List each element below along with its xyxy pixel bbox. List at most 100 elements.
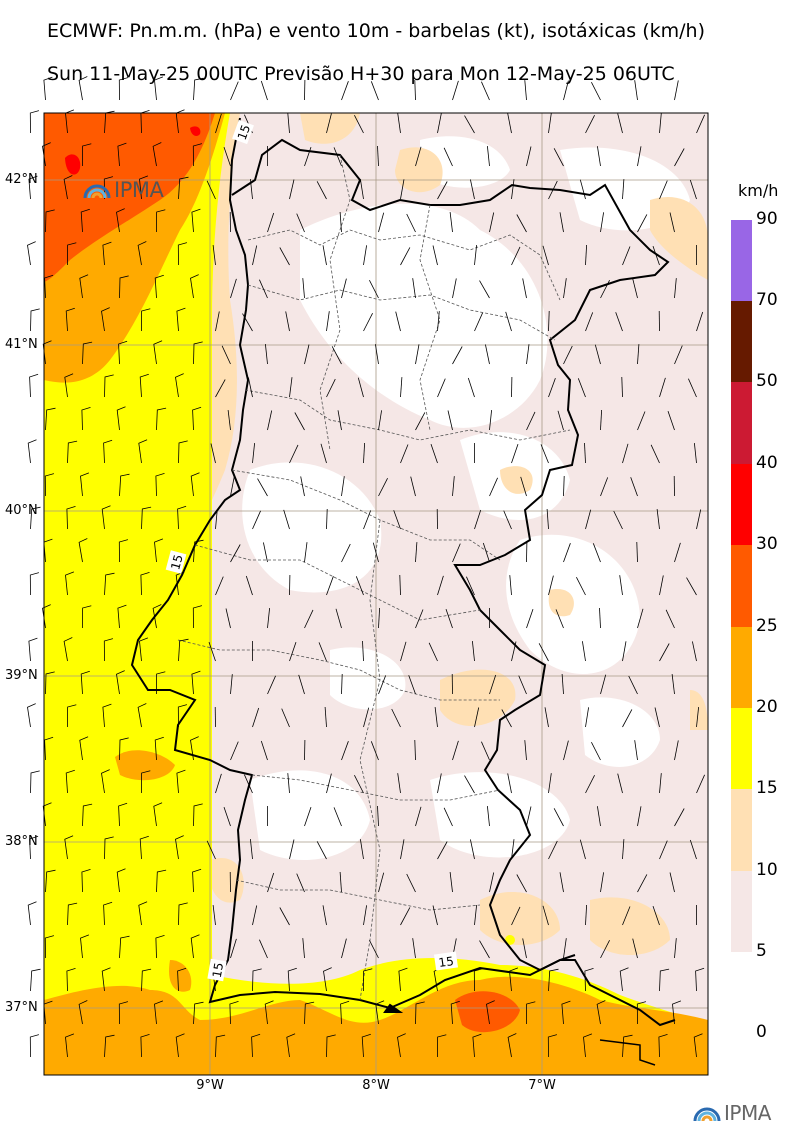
wind-barb [65,571,75,596]
wind-barb [482,542,490,563]
wind-barb [689,179,697,200]
lon-label: 8°W [362,1078,390,1093]
wind-barb [585,775,595,794]
wind-barb [230,741,239,761]
wind-barb [415,542,418,563]
wind-barb [399,574,401,596]
wind-barb [375,1000,385,1025]
wind-barb [408,675,416,695]
wind-barb [279,247,290,266]
wind-barb [103,901,113,926]
wind-barb [511,839,515,860]
wind-barb [548,310,550,332]
wind-barb [658,1034,668,1058]
wind-barb [210,443,216,464]
wind-barb [79,274,89,299]
wind-barb [139,373,149,398]
wind-barb [341,673,343,695]
wind-barb [140,572,150,596]
lat-label: 39°N [5,668,38,683]
lat-label: 42°N [5,172,38,187]
wind-barb [304,344,310,365]
wind-barb [322,905,327,926]
wind-barb [27,439,37,464]
colorbar-label: 20 [756,697,778,717]
wind-barb [470,179,475,200]
colorbar-swatch [731,871,752,952]
colorbar-swatch [731,627,752,708]
wind-barb [577,378,586,398]
wind-barb [30,770,40,794]
colorbar-label: 15 [756,778,778,798]
contour-label: 15 [168,553,185,571]
wind-barb [326,508,328,530]
wind-barb [103,439,113,464]
wind-barb [669,212,675,233]
wind-barb [104,374,114,398]
colorbar-swatch [731,301,752,382]
wind-barb [489,674,497,695]
wind-barb [138,439,148,464]
map-title: ECMWF: Pn.m.m. (hPa) e vento 10m - barbe… [47,20,705,42]
wind-barb [526,411,536,431]
wind-barb [267,608,270,629]
wind-barb [357,377,364,398]
wind-barb [511,906,521,926]
wind-barb [154,736,164,761]
wind-barb [44,274,54,299]
wind-barb [372,542,379,563]
wind-barb [415,146,422,167]
wind-barb [178,440,188,464]
wind-barb [289,444,299,464]
wind-barb [516,214,527,233]
wind-barb [489,477,498,497]
wind-barb [302,278,305,299]
wind-barb [252,510,261,530]
wind-barb [378,410,382,431]
wind-barb [264,1000,274,1025]
wind-barb [117,142,127,167]
wind-barb [27,901,37,926]
wind-barb [289,179,295,200]
wind-barb [553,148,564,167]
wind-barb [617,113,623,134]
wind-barb [489,212,495,233]
wind-barb [29,1034,40,1058]
wind-barb [452,346,463,365]
wind-barb [452,543,461,563]
wind-barb [45,209,55,233]
wind-barb [600,280,610,299]
wind-barb [474,509,482,530]
wind-barb [445,608,453,629]
wind-barb [260,740,268,761]
wind-barb [511,443,519,464]
wind-barb [175,373,184,398]
wind-barb [637,214,648,233]
wind-barb [118,1001,129,1025]
wind-barb [450,1000,460,1025]
wind-barb [432,245,438,266]
wind-barb [139,175,149,200]
wind-barb [360,839,364,860]
wind-barb [80,472,90,497]
wind-barb [516,874,527,893]
wind-barb [337,410,342,431]
wind-barb [652,245,660,266]
wind-barb [397,773,401,794]
wind-barb [622,1034,633,1058]
wind-barb [259,279,268,299]
wind-barb [140,1034,150,1058]
wind-barb [250,179,253,200]
wind-barb [585,115,595,134]
wind-barb [152,604,162,629]
wind-barb [289,839,295,860]
wind-barb [155,935,165,959]
wind-barb [267,212,275,233]
wind-barb [659,840,668,860]
wind-barb [583,1033,593,1058]
wind-barb [363,905,367,926]
colorbar-label: 5 [756,941,767,961]
wind-barb [363,313,373,332]
wind-barb [400,179,405,200]
district-borders [177,154,571,1001]
